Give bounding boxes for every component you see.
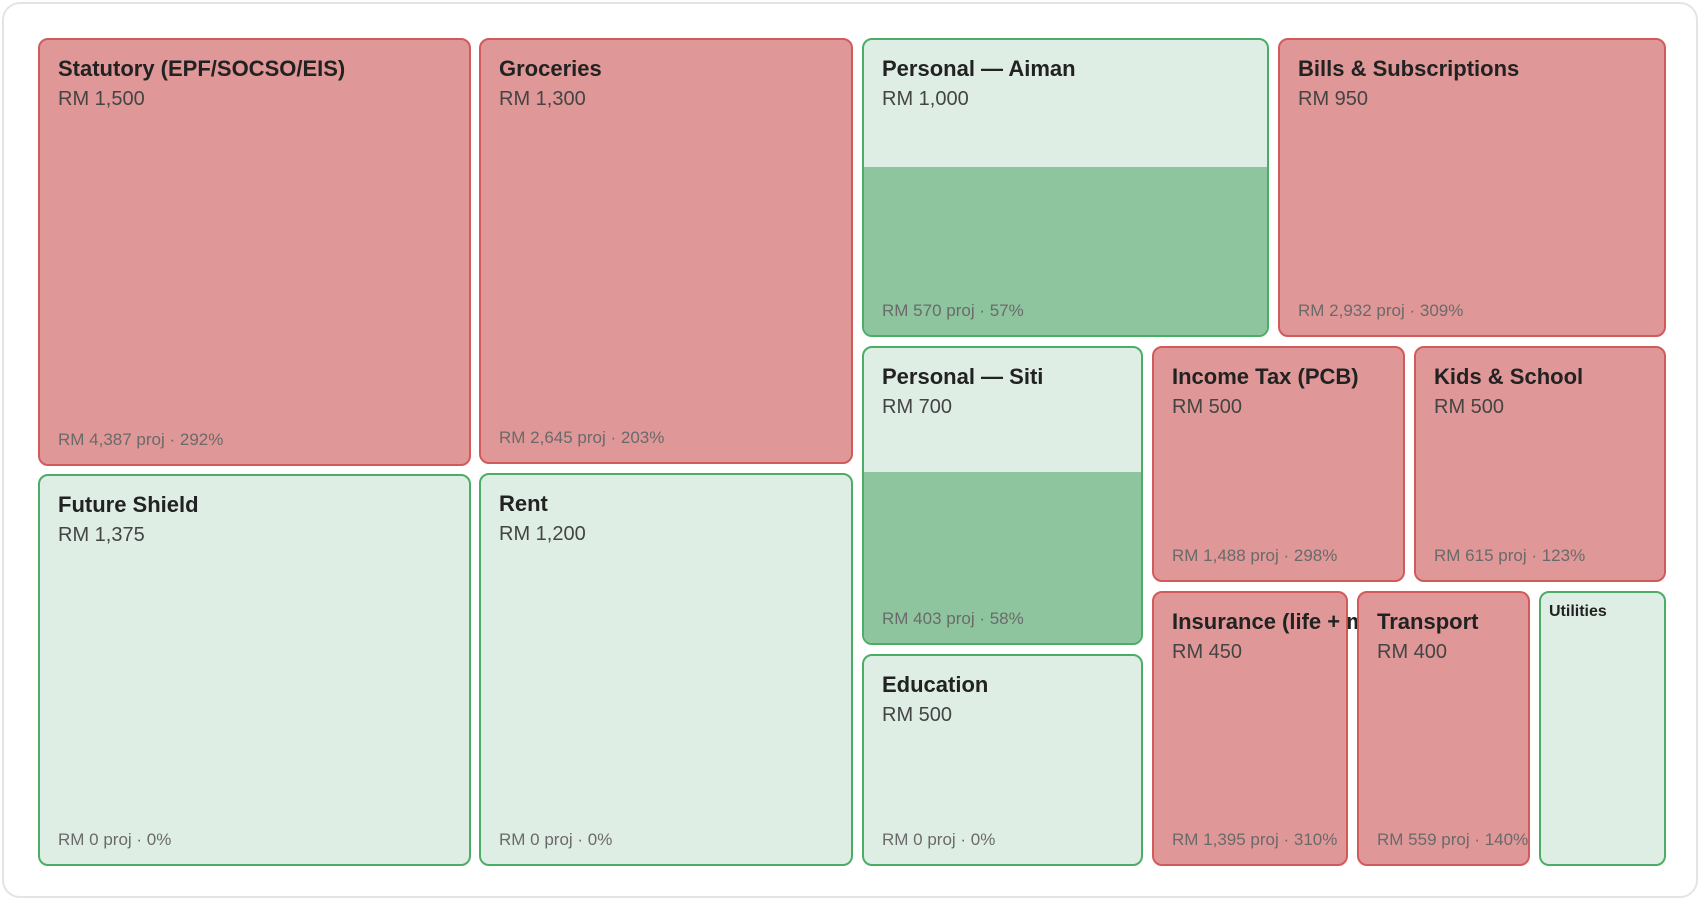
tile-projection: RM 0 proj · 0% <box>58 830 172 849</box>
tile-budget-amount: RM 1,000 <box>882 88 969 110</box>
tile-budget-amount: RM 500 <box>1434 396 1505 418</box>
tile-projection: RM 2,932 proj · 309% <box>1298 301 1464 320</box>
treemap-tile-insurance-life-medical[interactable]: Insurance (life + medical) RM 450 RM 1,395… <box>1152 591 1435 866</box>
tile-projection: RM 1,395 proj · 310% <box>1172 830 1338 849</box>
treemap-tile-groceries[interactable]: Groceries RM 1,300 RM 2,645 proj · 203% <box>479 38 853 464</box>
tile-budget-amount: RM 1,200 <box>499 523 586 545</box>
tile-title: Kids & School <box>1434 364 1584 389</box>
tile-projection: RM 559 proj · 140% <box>1377 830 1529 849</box>
tile-projection: RM 0 proj · 0% <box>499 830 613 849</box>
tile-budget-amount: RM 1,375 <box>58 524 145 546</box>
treemap-tile-education[interactable]: Education RM 500 RM 0 proj · 0% <box>862 654 1143 866</box>
tile-title: Bills & Subscriptions <box>1298 56 1520 81</box>
tile-title: Personal — Aiman <box>882 56 1076 81</box>
tile-projection: RM 0 proj · 0% <box>882 830 996 849</box>
tile-projection: RM 403 proj · 58% <box>882 609 1024 628</box>
tile-budget-amount: RM 400 <box>1377 641 1448 663</box>
tile-title: Personal — Siti <box>882 364 1044 389</box>
tile-budget-amount: RM 1,300 <box>499 88 586 110</box>
treemap-tile-bills-subscriptions[interactable]: Bills & Subscriptions RM 950 RM 2,932 proj… <box>1278 38 1666 337</box>
tile-title: Groceries <box>499 56 602 81</box>
treemap-tile-personal-siti[interactable]: Personal — Siti RM 700 RM 403 proj · 58% <box>862 346 1143 645</box>
tile-title: Utilities <box>1549 603 1607 620</box>
tile-budget-amount: RM 500 <box>882 704 953 726</box>
tile-title: Future Shield <box>58 492 199 517</box>
tile-projection: RM 615 proj · 123% <box>1434 546 1586 565</box>
treemap-tile-future-shield[interactable]: Future Shield RM 1,375 RM 0 proj · 0% <box>38 474 471 866</box>
treemap-tile-statutory-epf-socso-eis[interactable]: Statutory (EPF/SOCSO/EIS) RM 1,500 RM 4,38… <box>38 38 471 466</box>
tile-title: Education <box>882 672 989 697</box>
treemap-tile-transport[interactable]: Transport RM 400 RM 559 proj · 140% <box>1357 591 1530 866</box>
tile-budget-amount: RM 700 <box>882 396 953 418</box>
tile-budget-amount: RM 950 <box>1298 88 1369 110</box>
tile-budget-amount: RM 450 <box>1172 641 1243 663</box>
tile-projection: RM 4,387 proj · 292% <box>58 430 224 449</box>
tile-projection: RM 2,645 proj · 203% <box>499 428 665 447</box>
tile-title: Statutory (EPF/SOCSO/EIS) <box>58 56 346 81</box>
treemap-tile-rent[interactable]: Rent RM 1,200 RM 0 proj · 0% <box>479 473 853 866</box>
tile-title: Transport <box>1377 609 1479 634</box>
treemap-tile-kids-school[interactable]: Kids & School RM 500 RM 615 proj · 123% <box>1414 346 1666 582</box>
tile-title: Rent <box>499 491 548 516</box>
treemap-tile-income-tax-pcb[interactable]: Income Tax (PCB) RM 500 RM 1,488 proj · 29… <box>1152 346 1405 582</box>
tile-title: Income Tax (PCB) <box>1172 364 1359 389</box>
tile-projection: RM 1,488 proj · 298% <box>1172 546 1338 565</box>
treemap-tile-utilities[interactable]: Utilities <box>1539 591 1666 866</box>
tile-projection: RM 570 proj · 57% <box>882 301 1024 320</box>
treemap-tile-personal-aiman[interactable]: Personal — Aiman RM 1,000 RM 570 proj · 57… <box>862 38 1269 337</box>
tile-budget-amount: RM 1,500 <box>58 88 145 110</box>
tile-budget-amount: RM 500 <box>1172 396 1243 418</box>
